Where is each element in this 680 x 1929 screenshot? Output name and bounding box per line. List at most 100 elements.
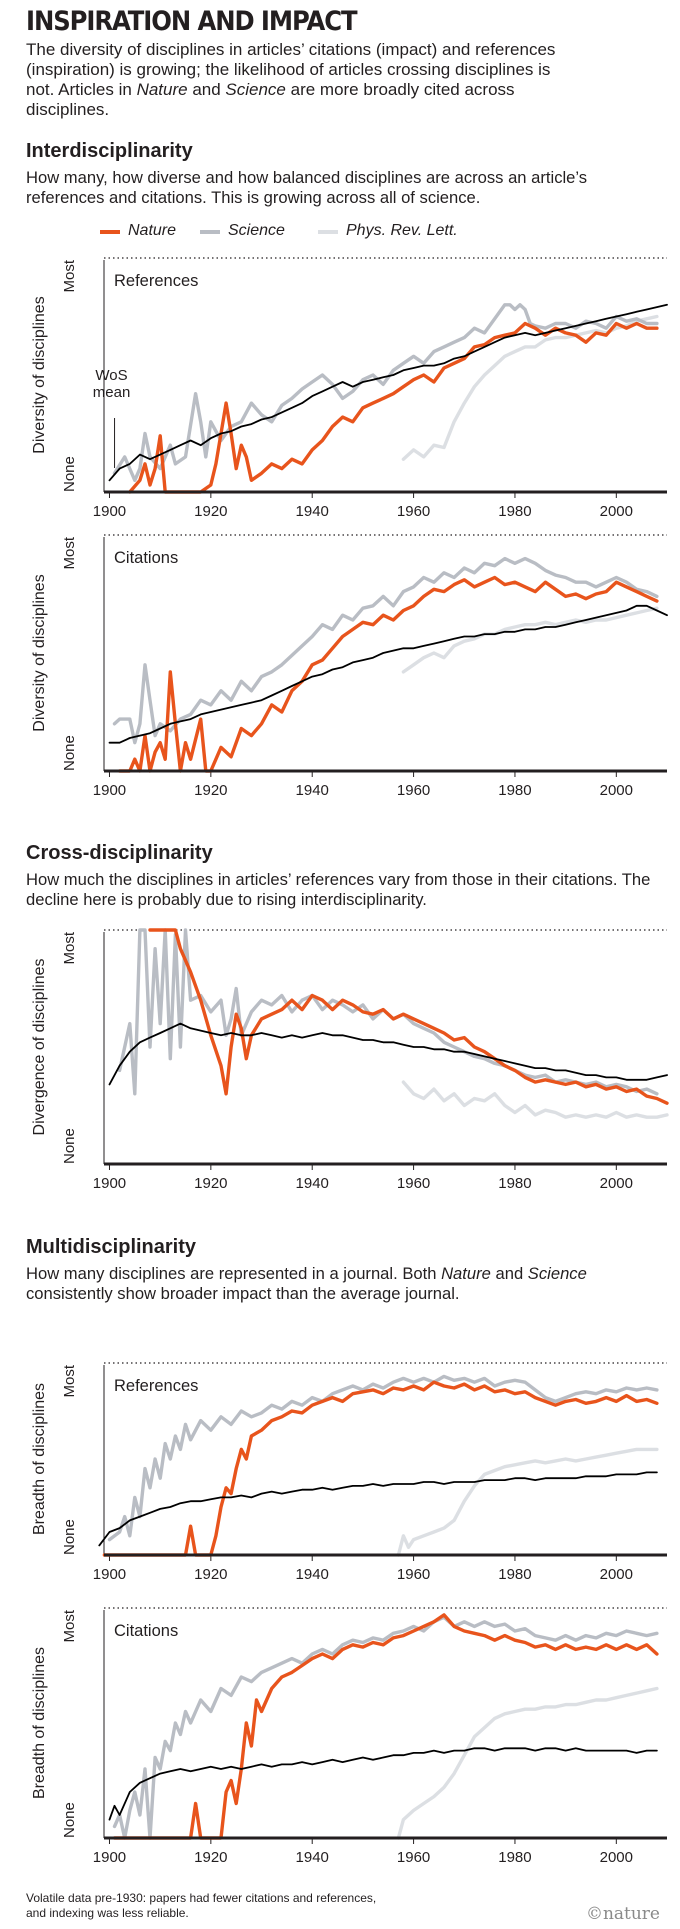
series-line-prl — [401, 314, 659, 461]
series-line-wos — [98, 1471, 658, 1547]
y-axis-title: Diversity of disciplines — [31, 296, 48, 453]
x-tick-label: 1920 — [194, 1849, 227, 1866]
text-segment: Nature — [136, 80, 188, 99]
x-tick-label: 1980 — [498, 1175, 531, 1192]
text-segment: and — [490, 1264, 528, 1283]
text-segment: How much the disciplines in articles’ re… — [26, 870, 651, 909]
series-line-nature — [128, 321, 659, 494]
panel-label: Citations — [114, 549, 178, 567]
crossdisciplinarity-description: How much the disciplines in articles’ re… — [26, 870, 666, 910]
x-tick-label: 1960 — [397, 1175, 430, 1192]
y-tick-label-none: None — [61, 456, 78, 492]
chart-interdisciplinarity-references: Most None Diversity of disciplines Referenc… — [31, 257, 668, 520]
legend-swatch-prl — [318, 230, 338, 234]
series-line-nature — [117, 575, 659, 773]
y-tick-label-most: Most — [61, 1609, 78, 1642]
y-axis-title: Breadth of disciplines — [31, 1647, 48, 1799]
text-segment: consistently show broader impact than th… — [26, 1284, 460, 1303]
chart-multidisciplinarity-citations: Most None Breadth of disciplines Citations 1… — [31, 1607, 667, 1866]
y-axis-title: Diversity of disciplines — [31, 574, 48, 731]
x-tick-label: 1920 — [194, 1566, 227, 1583]
text-segment: Nature — [441, 1264, 491, 1283]
x-tick-label: 1920 — [194, 782, 227, 799]
annotation-line: WoS — [95, 367, 127, 384]
x-tick-label: 2000 — [600, 782, 633, 799]
text-segment: The diversity of disciplines in articles… — [26, 40, 556, 99]
series-line-prl — [396, 1686, 659, 1840]
legend-swatch-nature — [100, 230, 120, 234]
page-title: INSPIRATION AND IMPACT — [26, 6, 358, 37]
x-tick-label: 1940 — [296, 1566, 329, 1583]
chart-multidisciplinarity-references: Most None Breadth of disciplines References… — [31, 1362, 667, 1583]
x-tick-label: 1980 — [498, 503, 531, 520]
text-segment: are more broadly cited across discipline… — [26, 80, 515, 119]
panel-label: Citations — [114, 1622, 178, 1640]
series-line-wos — [108, 303, 668, 482]
intro-text: The diversity of disciplines in articles… — [26, 40, 556, 120]
legend-label-nature: Nature — [128, 222, 177, 239]
x-tick-label: 1940 — [296, 1175, 329, 1192]
x-tick-label: 1900 — [93, 1175, 126, 1192]
annotation-line: mean — [93, 384, 131, 401]
series-line-science — [107, 1374, 659, 1542]
multidisciplinarity-description: How many disciplines are represented in … — [26, 1264, 666, 1304]
x-tick-label: 1960 — [397, 782, 430, 799]
series-line-prl — [401, 606, 659, 674]
series-line-nature — [148, 928, 669, 1105]
x-tick-label: 1960 — [397, 1566, 430, 1583]
legend-swatch-science — [200, 230, 220, 234]
series-line-wos — [108, 1022, 668, 1086]
y-axis-title: Breadth of disciplines — [31, 1383, 48, 1535]
series-line-wos — [108, 604, 668, 744]
y-tick-label-none: None — [61, 735, 78, 771]
text-segment: and — [187, 80, 226, 99]
x-tick-label: 2000 — [600, 1849, 633, 1866]
interdisciplinarity-heading: Interdisciplinarity — [26, 140, 193, 162]
x-tick-label: 1980 — [498, 1566, 531, 1583]
x-tick-label: 1920 — [194, 503, 227, 520]
footnote: Volatile data pre-1930: papers had fewer… — [26, 1891, 377, 1920]
text-segment: Science — [527, 1264, 587, 1283]
y-tick-label-none: None — [61, 1128, 78, 1164]
panel-label: References — [114, 1377, 198, 1395]
series-line-nature — [102, 1380, 659, 1557]
x-tick-label: 1940 — [296, 1849, 329, 1866]
text-segment: Science — [225, 80, 286, 99]
y-tick-label-none: None — [61, 1802, 78, 1838]
interdisciplinarity-description: How many, how diverse and how balanced d… — [26, 168, 666, 208]
text-segment: How many disciplines are represented in … — [26, 1264, 442, 1283]
x-tick-label: 1900 — [93, 1849, 126, 1866]
wos-mean-annotation: WoS mean — [93, 367, 131, 401]
x-tick-label: 1900 — [93, 1566, 126, 1583]
series-line-nature — [112, 1613, 659, 1840]
x-tick-label: 1980 — [498, 782, 531, 799]
legend-label-prl: Phys. Rev. Lett. — [346, 222, 458, 239]
chart-interdisciplinarity-citations: Most None Diversity of disciplines Citation… — [31, 534, 668, 799]
text-segment: How many, how diverse and how balanced d… — [26, 168, 588, 207]
x-tick-label: 1920 — [194, 1175, 227, 1192]
x-tick-label: 2000 — [600, 1566, 633, 1583]
x-tick-label: 1960 — [397, 1849, 430, 1866]
y-tick-label-most: Most — [61, 259, 78, 292]
y-tick-label-most: Most — [61, 1364, 78, 1397]
chart-crossdisciplinarity: Most None Divergence of disciplines 1900 192… — [31, 928, 669, 1192]
x-tick-label: 1900 — [93, 782, 126, 799]
series-line-science — [112, 556, 659, 745]
x-tick-label: 1960 — [397, 503, 430, 520]
y-tick-label-none: None — [61, 1519, 78, 1555]
multidisciplinarity-heading: Multidisciplinarity — [26, 1236, 197, 1258]
series-line-science — [112, 1615, 659, 1840]
series-line-prl — [396, 1447, 659, 1557]
series-line-prl — [401, 1080, 669, 1119]
x-tick-label: 1940 — [296, 782, 329, 799]
x-tick-label: 2000 — [600, 503, 633, 520]
y-tick-label-most: Most — [61, 536, 78, 569]
x-tick-label: 1940 — [296, 503, 329, 520]
panel-label: References — [114, 272, 198, 290]
x-tick-label: 2000 — [600, 1175, 633, 1192]
series-line-wos — [108, 1747, 658, 1821]
y-axis-title: Divergence of disciplines — [31, 959, 48, 1136]
nature-logo: ©nature — [585, 1904, 660, 1924]
crossdisciplinarity-heading: Cross-disciplinarity — [26, 842, 213, 864]
legend-label-science: Science — [228, 222, 285, 239]
